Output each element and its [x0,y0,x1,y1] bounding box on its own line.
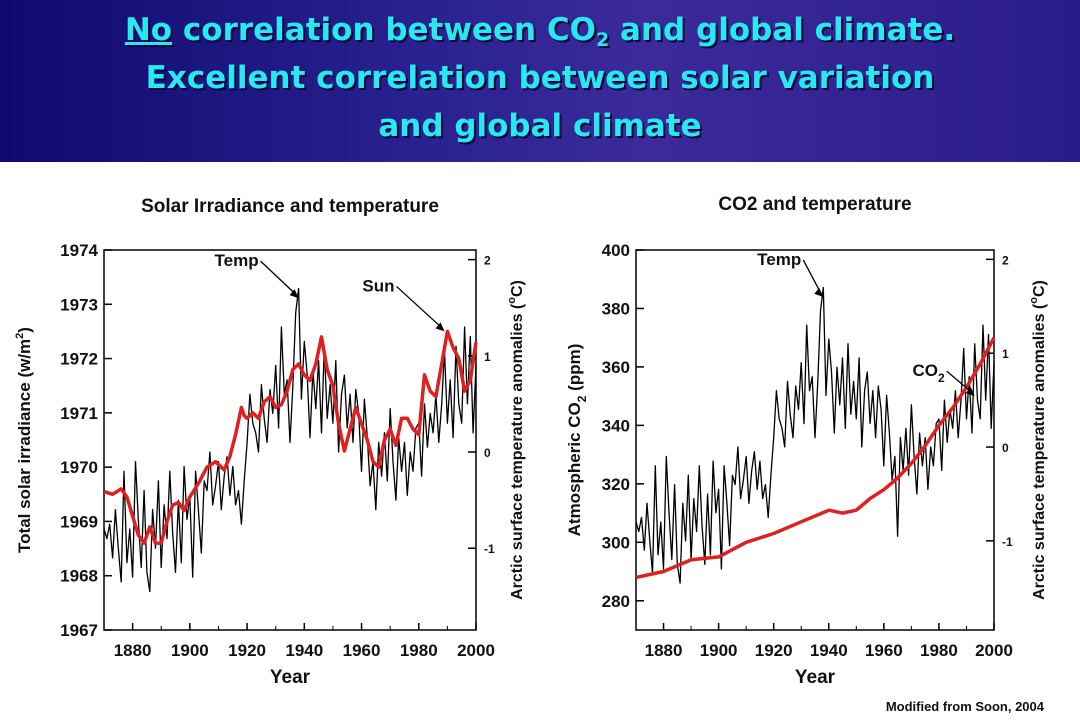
annotation-label: CO2 [913,361,946,385]
x-tick-label: 1940 [285,641,323,660]
y2-axis-label-sup: o [1028,297,1040,304]
series-line-temp [103,287,477,593]
title-line-1-subscript: 2 [596,29,610,51]
y-tick-label: 360 [602,358,630,377]
y-axis-label-sub: 2 [575,395,589,402]
annotation-text: CO [913,361,939,380]
y2-axis-label-sup: o [506,297,518,304]
y-tick-label: 400 [602,241,630,260]
y-tick-label: 1972 [60,350,98,369]
y-tick-label: 1968 [60,567,98,586]
y2-tick-label: 2 [1002,253,1009,267]
x-tick-label: 1980 [400,641,438,660]
annotation-arrowhead [435,322,445,332]
x-tick-label: 2000 [457,641,495,660]
y-axis-label-main: Atmospheric CO [565,402,584,536]
y-tick-label: 1974 [60,241,98,260]
y2-tick-label: 0 [484,446,491,460]
annotation-sub: 2 [938,371,945,385]
y2-axis-label: Arctic surface temperature anomalies (oC… [506,280,526,600]
y2-tick-label: 0 [1002,441,1009,455]
y-axis-label-main: Total solar irradiance (w/m [15,339,34,553]
y2-axis-label-end: C) [1031,280,1048,297]
x-tick-label: 1880 [114,641,152,660]
annotation-arrowhead [965,387,975,397]
y2-axis-label-main: Arctic surface temperature anomalies ( [509,303,526,600]
x-tick-label: 1960 [865,641,903,660]
series-line-red [635,336,996,580]
y-tick-label: 320 [602,475,630,494]
annotation-label: Temp [215,251,259,270]
y2-tick-label: -1 [484,542,495,556]
co2-temperature-chart: CO2 and temperature 1880 1900 1920 1940 1960 1… [540,162,1080,720]
y2-axis-label-end: C) [509,280,526,297]
y-tick-label: 300 [602,533,630,552]
y-tick-label: 1969 [60,512,98,531]
y2-tick-label: 1 [484,350,491,364]
chart-title: Solar Irradiance and temperature [141,196,439,217]
annotation-arrowhead [814,287,824,297]
solar-irradiance-chart: Solar Irradiance and temperature 1880 1900… [0,162,540,720]
y-tick-label: 340 [602,416,630,435]
annotation-text: Sun [362,276,394,295]
source-credit: Modified from Soon, 2004 [885,699,1044,714]
title-line-1: No correlation between CO2 and global cl… [0,6,1080,54]
title-line-1-end: and global climate. [609,12,956,48]
annotation-arrow [946,370,974,394]
annotation-text: Temp [757,250,801,269]
y-tick-label: 1970 [60,458,98,477]
annotation-label: Sun [362,276,394,295]
y2-tick-label: 1 [1002,347,1009,361]
series-line-red [103,329,478,545]
x-tick-label: 1980 [920,641,958,660]
y-tick-label: 1967 [60,621,98,640]
chart-title: CO2 and temperature [718,194,911,215]
title-emphasis: No [124,12,173,48]
y-tick-label: 1971 [60,404,98,423]
x-tick-label: 1920 [228,641,266,660]
title-line-3: and global climate [378,108,702,144]
x-tick-label: 1920 [755,641,793,660]
plot-frame [103,249,477,631]
y-tick-label: 280 [602,592,630,611]
x-axis-label: Year [270,667,311,688]
solar-irradiance-chart-svg: Solar Irradiance and temperature 1880 1900… [14,196,526,688]
y2-axis-label-main: Arctic surface temperature anomalies ( [1031,303,1048,600]
y2-tick-label: -1 [1002,535,1013,549]
y-tick-label: 1973 [60,295,98,314]
y2-axis-label: Arctic surface temperature anomalies (oC… [1028,280,1048,600]
x-tick-label: 1900 [700,641,738,660]
annotation-arrow [396,285,443,329]
x-tick-label: 2000 [975,641,1013,660]
annotation-arrow [802,259,822,295]
y-axis-label-end: (ppm) [565,344,584,396]
annotation-arrow [260,260,298,296]
plot-frame [635,249,995,631]
annotation-label: Temp [757,250,801,269]
annotation-text: Temp [215,251,259,270]
title-line-1-text: correlation between CO [172,12,597,48]
y-axis-label: Total solar irradiance (w/m2) [14,327,34,553]
y-tick-label: 380 [602,299,630,318]
x-tick-label: 1960 [343,641,381,660]
series-line-temp [635,286,995,584]
title-line-2: Excellent correlation between solar vari… [145,60,935,96]
x-tick-label: 1940 [810,641,848,660]
co2-temperature-chart-svg: CO2 and temperature 1880 1900 1920 1940 1960 1… [565,194,1048,688]
slide-title: No correlation between CO2 and global cl… [0,0,1080,162]
annotation-arrowhead [289,289,299,299]
y2-tick-label: 2 [484,254,491,268]
x-tick-label: 1900 [171,641,209,660]
y-axis-label-end: ) [15,327,34,333]
x-tick-label: 1880 [645,641,683,660]
x-axis-label: Year [795,667,836,688]
y-axis-label: Atmospheric CO2 (ppm) [565,344,589,537]
y-axis-label-sup: 2 [14,333,26,339]
